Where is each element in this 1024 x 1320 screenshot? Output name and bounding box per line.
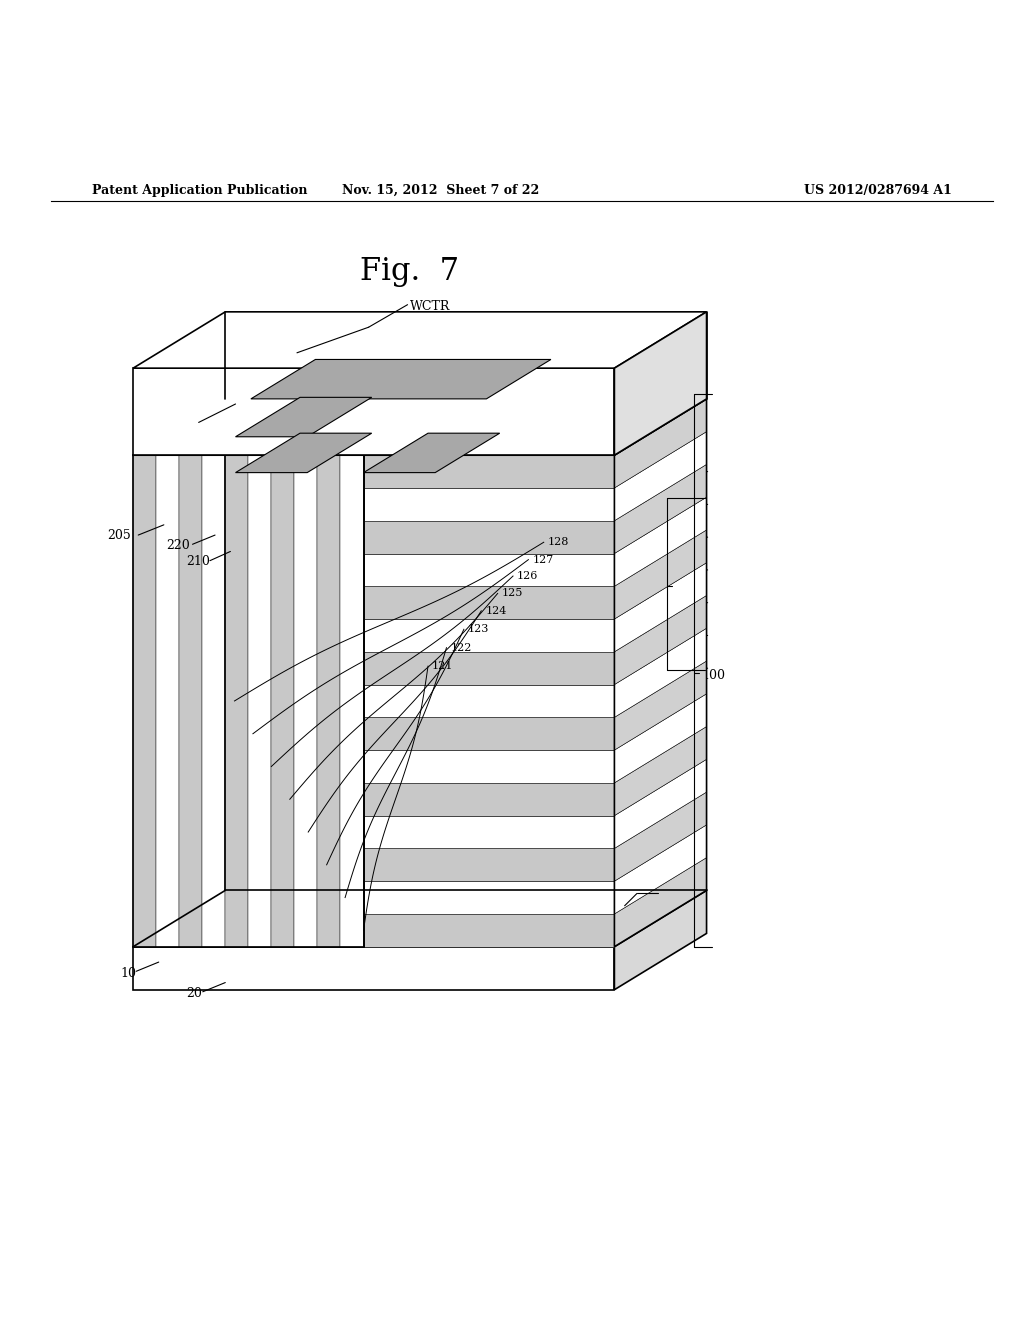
Polygon shape (614, 312, 707, 455)
Text: 121: 121 (432, 661, 454, 671)
Polygon shape (133, 399, 707, 455)
Text: 133: 133 (637, 598, 658, 607)
Polygon shape (364, 816, 614, 849)
Text: US 2012/0287694 A1: US 2012/0287694 A1 (805, 183, 952, 197)
Text: Patent Application Publication: Patent Application Publication (92, 183, 307, 197)
Polygon shape (364, 750, 614, 783)
Text: 10: 10 (121, 966, 137, 979)
Polygon shape (251, 359, 551, 399)
Text: 135: 135 (637, 532, 658, 543)
Polygon shape (225, 455, 248, 946)
Text: 123: 123 (468, 624, 489, 635)
Text: 100: 100 (701, 669, 725, 682)
Text: Fig.  7: Fig. 7 (360, 256, 459, 286)
Text: 131: 131 (637, 663, 658, 673)
Polygon shape (317, 455, 340, 946)
Polygon shape (236, 397, 372, 437)
Polygon shape (364, 619, 614, 652)
Polygon shape (364, 455, 614, 488)
Polygon shape (614, 726, 707, 816)
Polygon shape (614, 562, 707, 652)
Polygon shape (614, 628, 707, 717)
Polygon shape (133, 455, 156, 946)
Text: CAR: CAR (169, 418, 197, 430)
Text: 128: 128 (548, 537, 569, 548)
Text: 20: 20 (186, 987, 203, 1001)
Text: 210: 210 (186, 556, 210, 568)
Polygon shape (236, 433, 372, 473)
Polygon shape (364, 882, 614, 913)
Polygon shape (364, 849, 614, 882)
Text: 136: 136 (637, 499, 658, 510)
Polygon shape (364, 913, 614, 946)
Polygon shape (179, 455, 202, 946)
Polygon shape (614, 792, 707, 882)
Polygon shape (133, 891, 707, 946)
Polygon shape (133, 312, 707, 368)
Polygon shape (364, 433, 500, 473)
Text: 126: 126 (517, 572, 539, 581)
Text: 124: 124 (485, 606, 507, 616)
Polygon shape (614, 465, 707, 553)
Text: 125: 125 (502, 589, 523, 598)
Text: 134: 134 (637, 565, 658, 576)
Polygon shape (340, 455, 364, 946)
Polygon shape (364, 783, 614, 816)
Polygon shape (614, 498, 707, 586)
Polygon shape (295, 455, 317, 946)
Polygon shape (614, 694, 707, 783)
Polygon shape (203, 455, 225, 946)
Polygon shape (614, 759, 707, 849)
Polygon shape (614, 399, 707, 488)
Text: WCTR: WCTR (410, 300, 450, 313)
Text: Nov. 15, 2012  Sheet 7 of 22: Nov. 15, 2012 Sheet 7 of 22 (342, 183, 539, 197)
Text: 122: 122 (451, 643, 472, 652)
Polygon shape (364, 553, 614, 586)
Polygon shape (271, 455, 295, 946)
Polygon shape (364, 717, 614, 750)
Polygon shape (614, 661, 707, 750)
Polygon shape (364, 685, 614, 717)
Polygon shape (614, 825, 707, 913)
Text: 205: 205 (108, 528, 131, 541)
Text: 137: 137 (637, 466, 658, 477)
Text: 127: 127 (532, 554, 554, 565)
Polygon shape (614, 858, 707, 946)
Polygon shape (133, 946, 614, 990)
Polygon shape (614, 432, 707, 520)
Text: 132: 132 (637, 631, 658, 640)
Text: 220: 220 (166, 539, 189, 552)
Polygon shape (364, 586, 614, 619)
Polygon shape (156, 455, 179, 946)
Polygon shape (614, 891, 707, 990)
Polygon shape (133, 368, 614, 455)
Polygon shape (614, 529, 707, 619)
Polygon shape (248, 455, 271, 946)
Text: 120: 120 (660, 890, 684, 902)
Polygon shape (364, 488, 614, 520)
Text: 130: 130 (674, 582, 697, 595)
Polygon shape (614, 595, 707, 685)
Polygon shape (364, 520, 614, 553)
Polygon shape (364, 652, 614, 685)
